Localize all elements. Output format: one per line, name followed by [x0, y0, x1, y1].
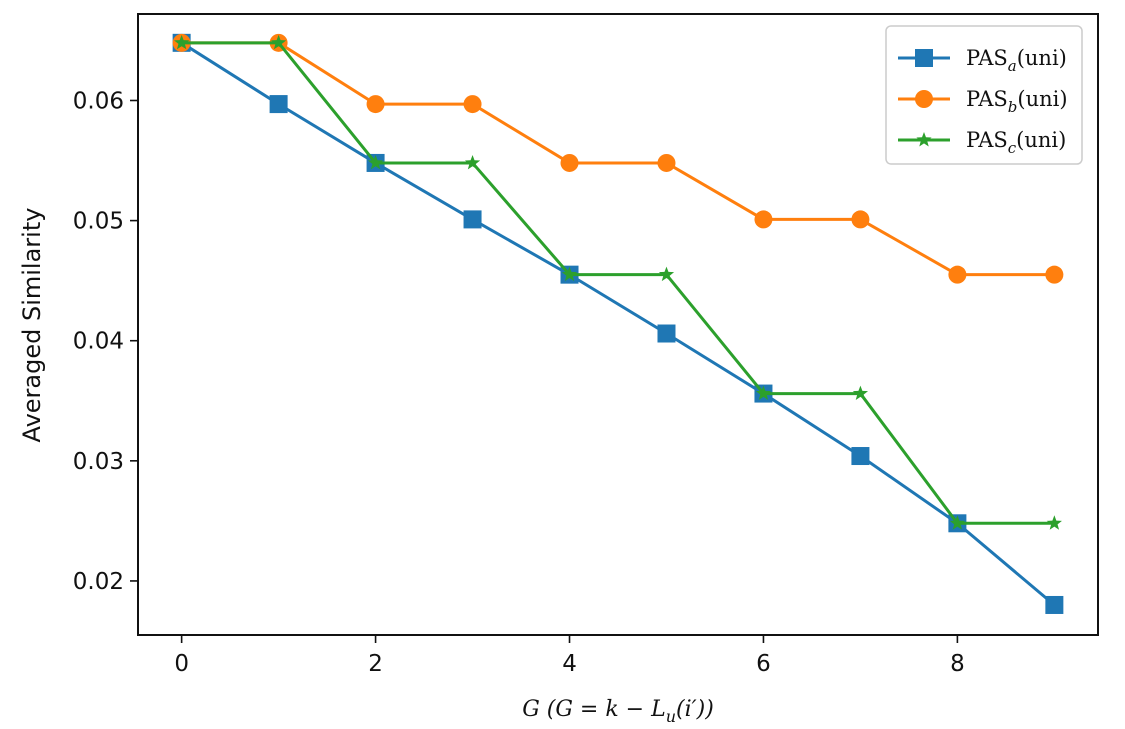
series-marker-square [851, 447, 870, 466]
plot-marks [172, 33, 1064, 614]
series-c [174, 34, 1062, 530]
legend-item: PASb(uni) [898, 87, 1068, 116]
legend-item: PASa(uni) [898, 46, 1067, 75]
series-line [180, 41, 1056, 607]
series-marker-star [852, 385, 869, 401]
y-axis-label: Averaged Similarity [18, 208, 46, 443]
series-marker-square [915, 49, 933, 67]
series-marker-square [269, 95, 288, 114]
y-tick-label: 0.04 [73, 329, 124, 355]
x-tick-label: 2 [368, 651, 383, 677]
series-marker-star [367, 154, 384, 170]
plot-frame [137, 13, 1099, 636]
x-axis-label: G (G = k − Lu(i′)) [522, 697, 714, 726]
x-tick-label: 6 [756, 651, 771, 677]
series-marker-square [657, 324, 676, 343]
y-tick-label: 0.03 [73, 449, 124, 475]
legend-label: PASb(uni) [966, 87, 1068, 116]
series-marker-square [1045, 595, 1064, 614]
legend-label: PASa(uni) [966, 46, 1067, 75]
legend-box [885, 25, 1083, 165]
series-marker-star [271, 34, 287, 50]
y-tick-label: 0.02 [73, 569, 124, 595]
series-marker-circle [915, 90, 933, 108]
series-marker-star [464, 154, 481, 170]
x-tick-label: 0 [174, 651, 189, 677]
series-marker-circle [1045, 265, 1064, 284]
series-line [181, 41, 1055, 277]
x-tick-label: 4 [562, 651, 577, 677]
series-marker-circle [754, 210, 773, 229]
legend: PASa(uni) PASb(uni) PASc(uni) [885, 25, 1083, 165]
legend-label: PASc(uni) [966, 128, 1066, 157]
series-marker-star [916, 132, 932, 147]
series-marker-star [1046, 515, 1062, 530]
series-marker-star [658, 266, 675, 282]
axes: 0 2 4 6 8 0.02 0.03 0.04 0.05 0.06 [73, 88, 965, 677]
series-marker-circle [560, 153, 579, 172]
series-marker-circle [463, 95, 482, 114]
series-marker-star [949, 515, 965, 530]
series-marker-star [561, 266, 578, 282]
series-line [181, 41, 1055, 525]
series-marker-circle [948, 265, 967, 284]
series-marker-circle [657, 153, 676, 172]
y-tick-label: 0.05 [73, 209, 124, 235]
series-marker-circle [851, 210, 870, 229]
x-tick-label: 8 [950, 651, 965, 677]
y-tick-label: 0.06 [73, 88, 124, 114]
series-marker-circle [366, 95, 385, 114]
series-marker-star [174, 34, 190, 50]
series-marker-square [463, 210, 482, 229]
legend-item: PASc(uni) [898, 128, 1066, 157]
series-marker-star [755, 385, 772, 401]
